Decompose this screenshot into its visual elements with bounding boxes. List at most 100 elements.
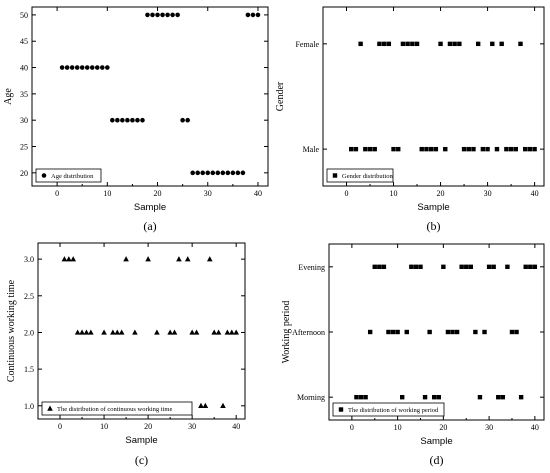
data-point bbox=[518, 394, 524, 400]
panel-caption-c: (c) bbox=[135, 453, 148, 467]
y-tick-label: Afternoon bbox=[292, 328, 325, 337]
data-point bbox=[372, 146, 377, 152]
data-point bbox=[215, 329, 222, 335]
data-point bbox=[499, 41, 504, 47]
y-axis-label: Working period bbox=[281, 301, 292, 364]
data-point bbox=[74, 65, 80, 70]
chart-panel-a: 0 10 20 30 40 20 25 30 35 40 45 50 Sample Age Age dist… bbox=[3, 6, 269, 213]
data-point bbox=[468, 264, 474, 270]
data-point bbox=[473, 329, 478, 335]
data-point bbox=[74, 329, 81, 335]
data-point bbox=[508, 146, 514, 152]
data-point bbox=[396, 146, 401, 152]
x-tick-label: 30 bbox=[188, 422, 196, 431]
data-point bbox=[528, 264, 533, 270]
x-tick-label: 0 bbox=[58, 422, 62, 431]
data-point bbox=[523, 264, 528, 270]
data-point bbox=[409, 264, 414, 270]
data-point bbox=[125, 117, 130, 123]
data-point bbox=[452, 41, 457, 47]
data-point bbox=[198, 402, 204, 408]
data-point bbox=[377, 264, 382, 270]
data-point bbox=[89, 65, 95, 70]
plot-frame bbox=[31, 6, 269, 187]
data-point bbox=[505, 264, 510, 270]
data-point bbox=[83, 329, 90, 335]
data-point bbox=[504, 146, 509, 152]
x-tick-label: 10 bbox=[103, 189, 111, 198]
legend-marker bbox=[338, 407, 344, 412]
data-point bbox=[99, 65, 105, 70]
y-axis-label: Age bbox=[3, 88, 14, 105]
x-axis-label: Sample bbox=[134, 202, 166, 213]
data-point bbox=[205, 170, 211, 176]
data-point bbox=[485, 146, 490, 152]
data-point bbox=[110, 117, 115, 123]
legend-marker bbox=[47, 405, 53, 411]
data-point bbox=[522, 146, 528, 152]
x-tick-label: 40 bbox=[531, 423, 539, 432]
data-point bbox=[206, 256, 213, 262]
data-point bbox=[193, 329, 200, 335]
data-point bbox=[115, 117, 120, 123]
data-point bbox=[447, 41, 453, 47]
y-tick-label: 3.0 bbox=[24, 255, 34, 264]
y-tick-label: 2.5 bbox=[24, 292, 34, 301]
data-point bbox=[477, 394, 483, 400]
x-tick-label: 0 bbox=[55, 189, 59, 198]
data-point bbox=[457, 41, 462, 47]
data-point bbox=[399, 394, 405, 400]
data-point bbox=[225, 170, 231, 176]
data-point bbox=[228, 329, 235, 335]
data-point bbox=[438, 41, 443, 47]
panel-caption-a: (a) bbox=[143, 219, 156, 233]
data-point bbox=[224, 329, 231, 335]
data-point bbox=[405, 41, 410, 47]
data-point bbox=[167, 329, 173, 335]
data-point bbox=[354, 394, 359, 400]
data-point bbox=[418, 264, 423, 270]
data-point bbox=[189, 329, 195, 335]
data-point bbox=[349, 146, 354, 152]
y-tick-label: 45 bbox=[20, 37, 28, 46]
legend bbox=[326, 168, 394, 183]
data-point bbox=[101, 329, 107, 335]
data-point bbox=[500, 394, 506, 400]
plot-frame bbox=[322, 6, 545, 187]
data-point bbox=[84, 65, 90, 70]
x-tick-label: 0 bbox=[350, 423, 354, 432]
x-tick-label: 40 bbox=[531, 189, 539, 198]
data-point bbox=[135, 117, 140, 123]
data-point bbox=[532, 146, 537, 152]
data-point bbox=[459, 264, 464, 270]
y-tick-label: 2.0 bbox=[24, 328, 34, 337]
data-point bbox=[171, 329, 178, 335]
data-point bbox=[367, 329, 373, 335]
data-point bbox=[240, 170, 246, 176]
data-point bbox=[70, 256, 77, 262]
data-point bbox=[118, 329, 125, 335]
panel-caption-d: (d) bbox=[430, 453, 444, 467]
data-point bbox=[79, 65, 85, 70]
data-point bbox=[386, 329, 391, 335]
y-tick-label: 30 bbox=[20, 116, 28, 125]
x-tick-label: 20 bbox=[439, 423, 447, 432]
data-point bbox=[436, 394, 441, 400]
data-point bbox=[518, 41, 523, 47]
legend bbox=[35, 168, 102, 183]
x-tick-label: 30 bbox=[484, 189, 492, 198]
data-point bbox=[480, 146, 486, 152]
data-point bbox=[491, 264, 496, 270]
data-point bbox=[353, 146, 359, 152]
data-point bbox=[445, 329, 451, 335]
data-point bbox=[88, 329, 94, 335]
data-point bbox=[509, 329, 515, 335]
data-point bbox=[233, 329, 239, 335]
data-point bbox=[140, 117, 145, 123]
data-point bbox=[386, 41, 392, 47]
y-tick-label: 25 bbox=[20, 143, 28, 152]
data-point bbox=[210, 170, 216, 176]
chart-panel-b: 0 10 20 30 40 Male Female Sample Gender Gender di… bbox=[275, 6, 545, 213]
data-point bbox=[120, 117, 125, 123]
